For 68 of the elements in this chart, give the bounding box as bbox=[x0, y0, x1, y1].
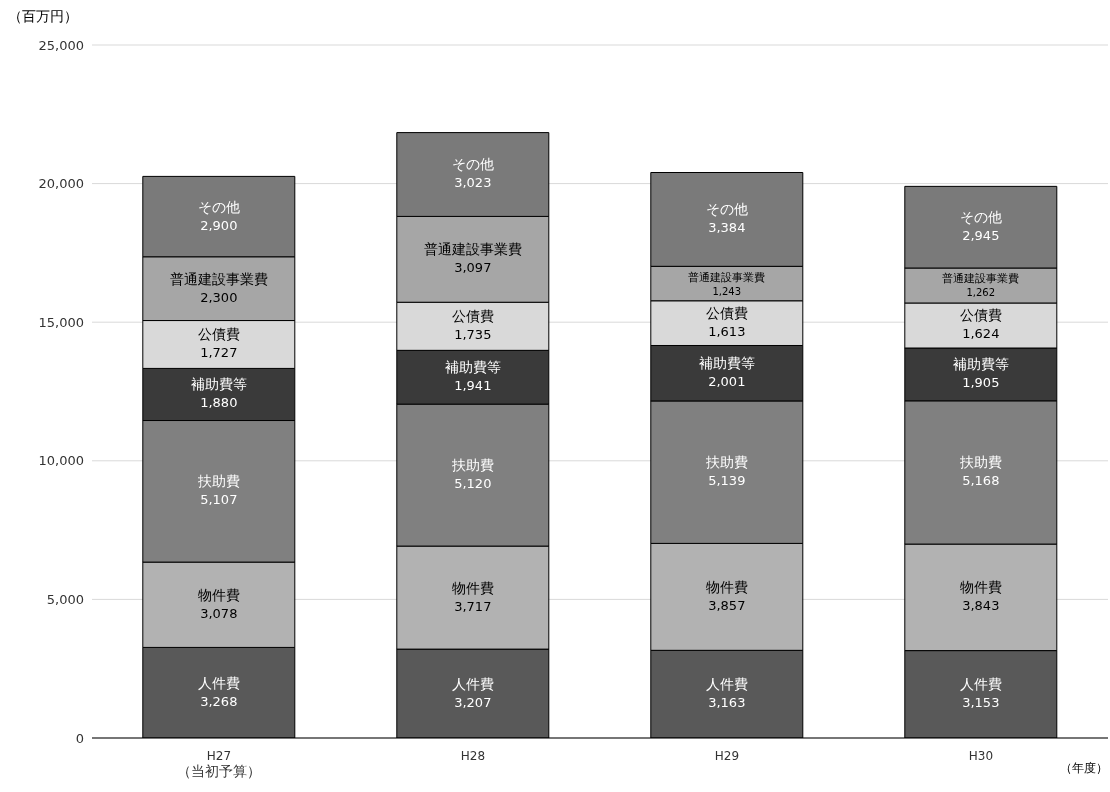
text: その他 bbox=[451, 156, 494, 173]
text: 人件費 bbox=[705, 676, 748, 693]
text: 公債費 bbox=[197, 326, 240, 343]
text: その他 bbox=[705, 201, 748, 218]
data-label: 1,262 bbox=[966, 287, 996, 299]
x-tick-label: H27 （当初予算） bbox=[177, 749, 261, 779]
y-tick-label: 10,000 bbox=[38, 453, 84, 469]
x-axis-title: （年度） bbox=[1060, 760, 1108, 777]
x-tick-label: H29 bbox=[714, 749, 740, 763]
data-label: 1,941 bbox=[454, 378, 492, 394]
data-label: 3,023 bbox=[454, 175, 492, 191]
data-label: 3,384 bbox=[708, 220, 746, 236]
data-label: 5,139 bbox=[708, 473, 746, 489]
data-label: 5,168 bbox=[962, 473, 1000, 489]
data-label: 1,613 bbox=[708, 324, 746, 340]
series-label: 人件費 bbox=[959, 676, 1002, 693]
text: 公債費 bbox=[959, 307, 1002, 324]
series-label: 公債費 bbox=[705, 305, 748, 322]
data-label: 5,107 bbox=[200, 492, 238, 508]
data-label: 1,243 bbox=[712, 285, 742, 297]
data-label: 2,900 bbox=[200, 217, 238, 233]
series-label: 普通建設事業費 bbox=[688, 270, 766, 284]
data-label: 2,945 bbox=[962, 228, 1000, 244]
data-label: 3,857 bbox=[708, 597, 746, 613]
text: 扶助費 bbox=[705, 454, 748, 471]
data-label: 1,735 bbox=[454, 327, 492, 343]
series-label: 扶助費 bbox=[196, 473, 240, 490]
text: 普通建設事業費 bbox=[169, 270, 268, 287]
y-tick-label: 20,000 bbox=[38, 176, 84, 192]
data-label: 1,880 bbox=[200, 395, 238, 411]
text: 補助費等 bbox=[698, 355, 755, 372]
text: 物件費 bbox=[451, 579, 494, 596]
x-tick-label: H28 bbox=[460, 749, 486, 763]
text: 物件費 bbox=[705, 578, 748, 595]
data-label: 3,097 bbox=[454, 260, 492, 276]
series-label: その他 bbox=[197, 198, 240, 215]
text: その他 bbox=[959, 209, 1002, 226]
data-label: 1,624 bbox=[962, 326, 1000, 342]
data-label: 2,300 bbox=[200, 289, 238, 305]
text: 補助費等 bbox=[952, 356, 1009, 373]
text: 補助費等 bbox=[444, 359, 501, 376]
data-label: 3,268 bbox=[200, 693, 238, 709]
y-tick-label: 25,000 bbox=[38, 37, 84, 53]
text: 公債費 bbox=[451, 308, 494, 325]
data-label: 3,843 bbox=[962, 598, 1000, 614]
data-label: 3,153 bbox=[962, 695, 1000, 711]
data-label: 3,078 bbox=[200, 605, 238, 621]
text: 人件費 bbox=[451, 675, 494, 692]
data-label: 5,120 bbox=[454, 476, 492, 492]
data-label: 2,001 bbox=[708, 374, 746, 390]
text: 扶助費 bbox=[451, 457, 494, 474]
series-label: 補助費等 bbox=[190, 376, 247, 393]
text: 普通建設事業費 bbox=[942, 272, 1020, 286]
y-tick-label: 5,000 bbox=[46, 592, 84, 608]
text: 人件費 bbox=[197, 674, 240, 691]
data-label: 3,163 bbox=[708, 695, 746, 711]
data-label: 3,717 bbox=[454, 598, 492, 614]
text: 普通建設事業費 bbox=[423, 241, 522, 258]
data-label: 1,727 bbox=[200, 345, 238, 361]
y-tick-label: 0 bbox=[75, 730, 84, 746]
y-axis-title: （百万円） bbox=[8, 8, 78, 26]
data-label: 1,905 bbox=[962, 375, 1000, 391]
y-tick-label: 15,000 bbox=[38, 314, 84, 330]
x-tick-label: H30 bbox=[968, 749, 994, 763]
series-label: 物件費 bbox=[197, 586, 240, 603]
text: 物件費 bbox=[959, 579, 1002, 596]
data-label: 3,207 bbox=[454, 694, 492, 710]
text: 扶助費 bbox=[959, 454, 1002, 471]
